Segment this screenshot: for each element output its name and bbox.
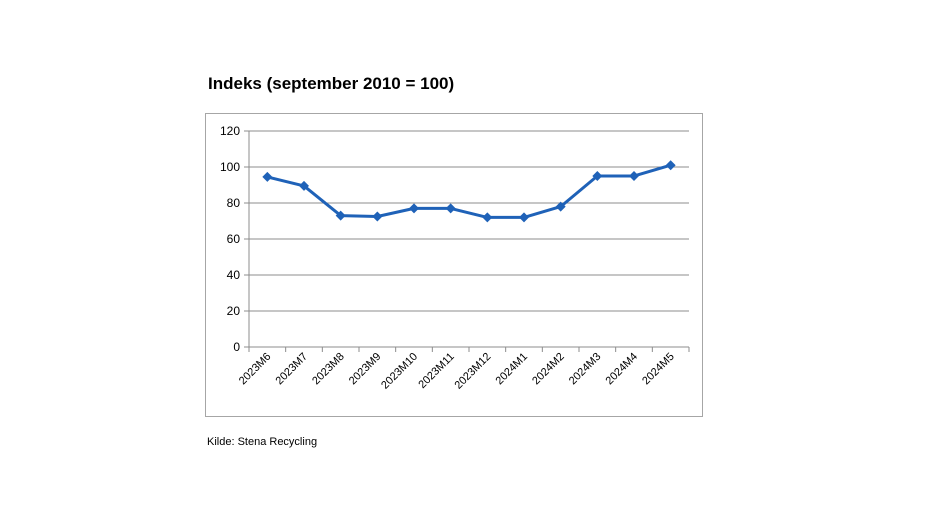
x-tick-label: 2024M2 (530, 351, 567, 388)
y-tick-label: 60 (227, 232, 241, 246)
x-tick-label: 2023M12 (453, 351, 494, 392)
x-tick-label: 2023M9 (347, 351, 384, 388)
y-tick-label: 120 (220, 124, 240, 138)
data-point (409, 203, 419, 214)
data-point (335, 210, 346, 221)
chart-frame (205, 113, 703, 417)
data-point (555, 201, 566, 212)
y-tick-label: 40 (227, 268, 241, 282)
data-point (299, 180, 309, 191)
y-tick-label: 100 (220, 160, 240, 174)
y-tick-label: 0 (233, 340, 240, 354)
x-tick-label: 2024M4 (604, 351, 641, 388)
series-line (266, 163, 672, 219)
y-tick-label: 20 (227, 304, 241, 318)
y-tick-label: 80 (227, 196, 241, 210)
x-tick-label: 2023M8 (310, 351, 347, 388)
x-tick-label: 2024M3 (567, 351, 604, 388)
x-tick-label: 2024M5 (640, 351, 677, 388)
data-point (482, 212, 493, 223)
x-tick-label: 2023M10 (379, 351, 420, 392)
x-tick-label: 2023M7 (274, 351, 311, 388)
data-point (372, 211, 383, 222)
data-point (629, 171, 639, 181)
source-note: Kilde: Stena Recycling (207, 436, 318, 448)
chart-title: Indeks (september 2010 = 100) (208, 74, 455, 93)
x-tick-label: 2023M6 (237, 351, 274, 388)
data-point (519, 212, 529, 223)
data-point (665, 160, 676, 171)
x-tick-label: 2023M11 (416, 351, 456, 391)
x-tick-label: 2024M1 (494, 351, 531, 388)
data-point (262, 171, 273, 182)
data-point (445, 203, 456, 214)
data-point (592, 171, 603, 181)
